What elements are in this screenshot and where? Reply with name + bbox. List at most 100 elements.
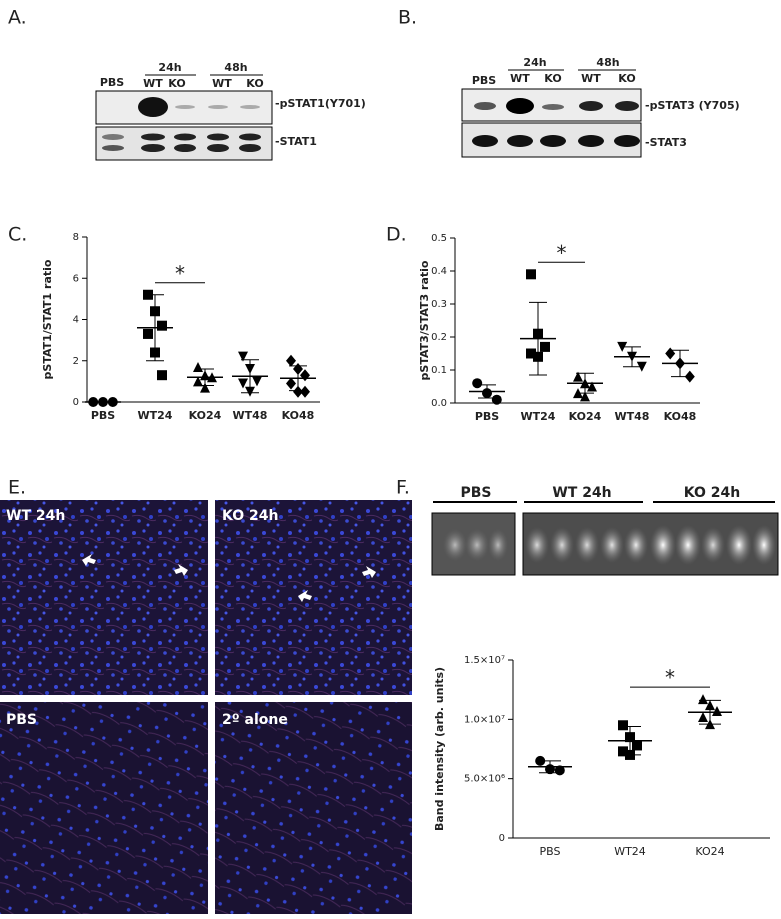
point [526,348,536,359]
significance-label: * [557,241,567,265]
y-tick-label: 4 [73,315,79,326]
band [138,97,168,117]
y-tick-label: 0.3 [431,299,447,310]
point [200,382,210,393]
y-tick-label: 2 [73,356,79,367]
y-tick-label: 6 [73,273,79,284]
row-label: -STAT3 [645,136,687,149]
point [617,341,628,352]
panel-f: F. PBS WT 24h KO 24h [396,477,779,576]
x-tick-label: WT48 [233,409,268,422]
point [157,370,167,381]
point [618,720,628,731]
x-tick-label: WT24 [138,409,173,422]
time-label: 24h [523,56,546,69]
point [665,347,676,360]
x-tick-label: PBS [91,409,115,422]
point [238,351,248,362]
y-tick-label: 0.1 [431,365,447,376]
lane-label: WT [510,72,530,85]
lane-label: WT [212,77,232,90]
point [252,376,262,387]
row-label: -STAT1 [275,135,317,148]
y-tick-label: 5.0×10⁶ [464,774,505,785]
panel-letter: E. [8,477,26,499]
y-tick-label: 0 [499,833,505,844]
lane-label: WT [143,77,163,90]
time-label: 48h [596,56,619,69]
point [698,694,708,705]
point [193,376,203,387]
point [698,711,708,722]
arrows [82,554,376,602]
point [157,320,167,331]
point [491,394,502,405]
point [293,385,303,398]
significance-label: * [175,261,185,285]
panel-letter: C. [8,224,27,246]
micrograph [0,500,208,695]
x-tick-label: WT24 [521,410,556,423]
point [618,746,628,757]
y-tick-label: 0.4 [431,266,447,277]
image-label: WT 24h [6,508,65,524]
time-label: 24h [158,61,181,74]
x-tick-label: KO48 [664,410,697,423]
panel-e: E. WT 24h KO 24h PBS 2º alone [0,477,412,914]
panel-letter: A. [8,7,27,29]
panel-letter: B. [398,7,417,29]
x-tick-label: WT48 [615,410,650,423]
image-label: PBS [6,712,37,728]
micrograph [215,702,412,914]
point [587,381,597,392]
point [580,391,590,402]
point [286,377,296,390]
y-tick-label: 8 [73,232,79,243]
lane-label: KO [168,77,185,90]
lane-label: KO [618,72,635,85]
gel-bands [443,525,776,565]
time-label: 48h [224,61,247,74]
x-tick-label: KO48 [282,409,315,422]
panel-letter: F. [396,477,410,499]
point [300,385,310,398]
lane-label: PBS [472,74,496,87]
point [712,706,722,717]
point [636,361,647,372]
panel-letter: D. [386,224,407,246]
lane-label: WT [581,72,601,85]
row-label: -pSTAT1(Y701) [275,97,366,110]
y-tick-label: 1.5×10⁷ [464,655,505,666]
y-axis-label: pSTAT1/STAT1 ratio [41,259,54,379]
x-tick-label: PBS [475,410,499,423]
gel-label: PBS [460,485,491,501]
point [286,354,296,367]
panel-a: A. PBS 24h 48h WT KO WT KO -pSTAT1(Y701)… [8,7,366,161]
image-label: KO 24h [222,508,278,524]
significance-label: * [665,666,675,690]
image-label: 2º alone [222,712,288,728]
y-tick-label: 0.5 [431,233,447,244]
gel-label: KO 24h [684,485,740,501]
y-axis-label: Band intensity (arb. units) [433,667,446,831]
blot [95,126,273,161]
point [193,361,203,372]
micrograph [0,702,208,914]
x-tick-label: PBS [540,845,561,858]
lane-label: KO [246,77,263,90]
panel-b: B. PBS 24h 48h WT KO WT KO -pSTAT3 (Y705… [398,7,740,158]
point [540,341,550,352]
point [684,370,695,383]
point [143,328,153,339]
point [238,378,248,389]
x-tick-label: KO24 [189,409,222,422]
point [526,269,536,280]
x-tick-label: KO24 [695,845,724,858]
point [573,371,583,382]
gel-label: WT 24h [552,485,611,501]
y-tick-label: 0.2 [431,332,447,343]
y-tick-label: 1.0×10⁷ [464,714,505,725]
y-tick-label: 0.0 [431,398,447,409]
point [472,378,483,389]
